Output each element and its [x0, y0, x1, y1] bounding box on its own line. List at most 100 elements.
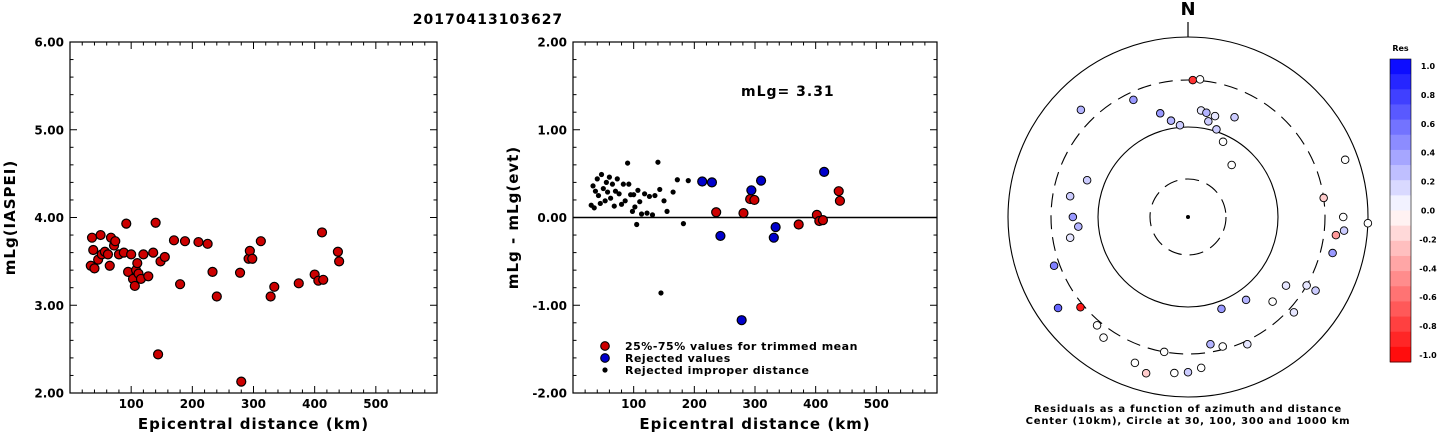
data-point	[649, 212, 656, 218]
colorbar-cell	[1390, 165, 1411, 181]
data-point	[670, 189, 676, 195]
station-point	[1311, 286, 1320, 295]
data-point	[616, 191, 622, 197]
data-point	[715, 230, 726, 242]
station-point	[1268, 297, 1277, 306]
colorbar-cell	[1390, 225, 1411, 242]
station-point	[1092, 321, 1102, 330]
legend: 25%-75% values for trimmed meanRejected …	[600, 340, 857, 377]
colorbar-tick-label: -0.4	[1419, 264, 1437, 273]
station-point	[1129, 95, 1138, 105]
x-axis-label: Epicentral distance (km)	[639, 415, 870, 433]
data-point	[819, 166, 830, 177]
station-point	[1338, 212, 1348, 222]
station-point	[1159, 347, 1169, 357]
colorbar-tick-label: 0.4	[1421, 149, 1436, 158]
data-point	[179, 236, 191, 247]
colorbar-tick-label: 0.0	[1421, 207, 1436, 216]
station-point	[1206, 339, 1215, 349]
data-point	[768, 232, 779, 243]
x-tick-label: 200	[180, 397, 205, 411]
colorbar-cell	[1390, 331, 1411, 348]
colorbar-cell	[1390, 149, 1411, 166]
data-point	[318, 274, 329, 285]
data-point	[626, 181, 632, 187]
colorbar-cell	[1390, 74, 1411, 90]
station-point	[1204, 117, 1213, 126]
colorbar-tick-label: -1.0	[1419, 351, 1437, 360]
legend-label: Rejected improper distance	[625, 364, 809, 377]
colorbar-cell	[1390, 240, 1411, 257]
station-point	[1289, 308, 1299, 317]
data-point	[634, 221, 640, 228]
station-point	[1166, 116, 1176, 125]
data-point	[334, 256, 345, 267]
station-point	[1099, 333, 1108, 342]
station-point	[1319, 193, 1328, 203]
colorbar-title: Res	[1392, 44, 1409, 53]
colorbar-tick-label: -0.6	[1419, 293, 1437, 302]
data-point	[652, 192, 658, 199]
data-point	[632, 204, 638, 210]
data-point	[620, 181, 626, 187]
y-tick-label: 3.00	[34, 299, 64, 313]
y-tick-label: 1.00	[537, 123, 567, 137]
y-tick-label: 5.00	[34, 123, 64, 137]
data-point	[594, 176, 600, 182]
station-point	[1074, 222, 1083, 231]
data-point	[655, 159, 661, 165]
station-point	[1065, 233, 1075, 243]
station-point	[1076, 302, 1085, 312]
colorbar-cell	[1390, 301, 1411, 318]
x-tick-label: 500	[864, 397, 889, 411]
data-point	[603, 179, 609, 185]
data-point	[755, 175, 767, 186]
mean-magnitude-annotation: mLg= 3.31	[741, 84, 835, 100]
data-point	[833, 186, 844, 197]
data-point	[622, 198, 628, 204]
axis-ticks: 100 200 300 400 500 2.00 3.00 4.00 5.00 6.00	[34, 36, 437, 411]
colorbar-cell	[1390, 255, 1411, 272]
colorbar-cell	[1390, 195, 1411, 211]
distance-rings	[1007, 36, 1369, 398]
data-point	[711, 207, 722, 218]
data-point	[121, 218, 132, 229]
data-points	[85, 217, 345, 387]
data-point	[193, 236, 204, 248]
x-tick-label: 200	[682, 397, 707, 411]
station-point	[1340, 155, 1350, 165]
station-point	[1210, 111, 1220, 121]
station-point	[1065, 191, 1075, 201]
data-point	[95, 229, 106, 241]
data-point	[202, 238, 213, 249]
colorbar-cell	[1390, 89, 1411, 105]
station-point	[1328, 248, 1337, 258]
y-tick-label: 2.00	[537, 36, 567, 50]
data-point	[685, 178, 691, 184]
colorbar-tick-label: 0.6	[1421, 120, 1436, 129]
data-point	[104, 260, 115, 271]
y-axis-label: mLg(IASPEI)	[1, 160, 19, 275]
azimuth-residual-plot: N Residuals as a function of azimuth and…	[1007, 0, 1373, 427]
data-point	[86, 232, 98, 243]
data-point	[159, 251, 170, 263]
data-point	[598, 171, 605, 178]
station-point	[1227, 160, 1236, 170]
residual-vs-distance-plot: 100 200 300 400 500 -2.00 -1.00 0.00 1.00 2.00 mL…	[504, 36, 938, 433]
colorbar-cell	[1390, 119, 1411, 136]
data-point	[590, 183, 596, 189]
ring-300km	[1050, 79, 1326, 355]
station-point	[1217, 304, 1226, 314]
colorbar-cell	[1390, 271, 1411, 287]
ring-100km	[1097, 126, 1279, 308]
data-point	[661, 198, 667, 204]
data-point	[234, 267, 246, 278]
colorbar-tick-label: -0.2	[1419, 235, 1437, 244]
data-point	[612, 188, 619, 194]
station-point	[1218, 137, 1228, 147]
data-point	[746, 185, 757, 196]
data-point	[293, 278, 304, 289]
x-axis-label: Epicentral distance (km)	[138, 415, 369, 433]
data-point	[152, 349, 164, 360]
data-point	[129, 280, 140, 292]
